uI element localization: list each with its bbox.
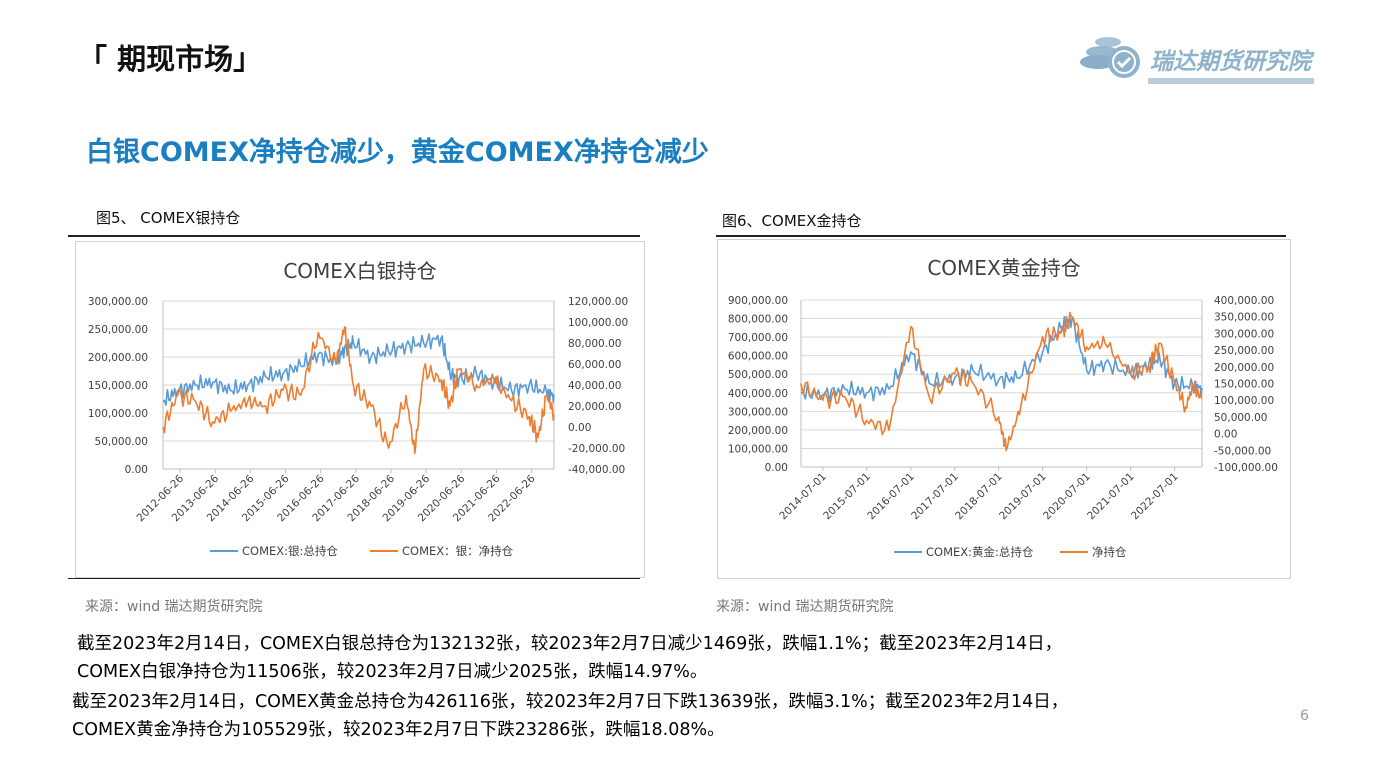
logo-underline [1148, 78, 1314, 84]
y-left-tick-label: 300,000.00 [88, 296, 148, 308]
y-right-tick-label: -20,000.00 [568, 443, 625, 455]
y-left-tick-label: 400,000.00 [728, 388, 788, 400]
page-number: 6 [1300, 708, 1309, 724]
y-left-tick-label: 800,000.00 [728, 314, 788, 326]
y-right-tick-label: 50,000.00 [1214, 412, 1267, 424]
paragraph-silver: 截至2023年2月14日，COMEX白银总持仓为132132张，较2023年2月… [77, 634, 1063, 682]
figure-caption-silver: 图5、 COMEX银持仓 [96, 209, 241, 227]
legend-label: COMEX:银:总持仓 [242, 544, 338, 558]
y-right-tick-label: 200,000.00 [1214, 362, 1274, 374]
y-left-tick-label: 900,000.00 [728, 295, 788, 307]
y-right-tick-label: 0.00 [1214, 429, 1237, 441]
chart-gold-svg: COMEX黄金持仓 0.00 100,000.00 200,000.00 300,000… [728, 256, 1278, 559]
y-right-tick-label: 400,000.00 [1214, 295, 1274, 307]
y-right-tick-label: 250,000.00 [1214, 345, 1274, 357]
chart-silver: COMEX白银持仓 0.00 50,000.00 100,000.00 150,000.… [75, 241, 645, 578]
source-silver: 来源：wind 瑞达期货研究院 [85, 599, 263, 615]
logo-text: 瑞达期货研究院 [1150, 49, 1311, 75]
y-right-tick-label: -50,000.00 [1214, 445, 1271, 457]
y-left-tick-label: 200,000.00 [88, 352, 148, 364]
series-line-total [162, 333, 555, 406]
y-right-tick-label: 20,000.00 [568, 401, 621, 413]
y-left-tick-label: 0.00 [765, 462, 788, 474]
y-right-tick-label: 300,000.00 [1214, 328, 1274, 340]
figure-caption-gold: 图6、COMEX金持仓 [722, 212, 862, 230]
y-left-tick-label: 50,000.00 [95, 436, 148, 448]
logo: 瑞达期货研究院 [1078, 28, 1318, 88]
paragraph-gold: 截至2023年2月14日，COMEX黄金总持仓为426116张，较2023年2月… [72, 692, 1069, 740]
source-gold: 来源：wind 瑞达期货研究院 [716, 599, 894, 615]
y-right-tick-label: 350,000.00 [1214, 312, 1274, 324]
y-right-tick-label: 150,000.00 [1214, 379, 1274, 391]
chart-title: COMEX黄金持仓 [927, 256, 1080, 280]
chart-silver-svg: COMEX白银持仓 0.00 50,000.00 100,000.00 150,000.… [88, 259, 628, 558]
y-left-tick-label: 300,000.00 [728, 406, 788, 418]
chart-rule-silver [68, 578, 640, 579]
chart-gold: COMEX黄金持仓 0.00 100,000.00 200,000.00 300,000… [717, 239, 1291, 579]
y-left-tick-label: 100,000.00 [88, 408, 148, 420]
y-left-tick-label: 600,000.00 [728, 351, 788, 363]
caption-rule-silver [68, 235, 640, 237]
y-right-tick-label: 80,000.00 [568, 338, 621, 350]
y-right-tick-label: 100,000.00 [1214, 395, 1274, 407]
headline: 白银COMEX净持仓减少，黄金COMEX净持仓减少 [86, 137, 709, 168]
y-left-tick-label: 0.00 [125, 464, 148, 476]
y-right-tick-label: -40,000.00 [568, 464, 625, 476]
y-left-tick-label: 250,000.00 [88, 324, 148, 336]
y-right-tick-label: -100,000.00 [1214, 462, 1278, 474]
caption-rule-gold [716, 235, 1286, 237]
y-right-tick-label: 40,000.00 [568, 380, 621, 392]
y-left-tick-label: 150,000.00 [88, 380, 148, 392]
y-right-tick-label: 120,000.00 [568, 296, 628, 308]
legend-label: COMEX:黄金:总持仓 [926, 545, 1034, 559]
x-tick-label: 2022-07-01 [1129, 471, 1181, 523]
chart-title: COMEX白银持仓 [283, 259, 436, 283]
y-right-tick-label: 60,000.00 [568, 359, 621, 371]
y-left-tick-label: 200,000.00 [728, 425, 788, 437]
y-left-tick-label: 500,000.00 [728, 369, 788, 381]
series-line-net [162, 326, 555, 455]
slide-title: 「 期现市场」 [78, 42, 263, 76]
y-right-tick-label: 0.00 [568, 422, 591, 434]
coin-logo-icon [1080, 37, 1140, 78]
y-left-tick-label: 700,000.00 [728, 332, 788, 344]
series-line-net [800, 311, 1203, 452]
y-right-tick-label: 100,000.00 [568, 317, 628, 329]
series-line-total [800, 315, 1203, 403]
legend-label: COMEX：银：净持仓 [402, 544, 514, 558]
y-left-tick-label: 100,000.00 [728, 443, 788, 455]
legend-label: 净持仓 [1092, 545, 1127, 559]
